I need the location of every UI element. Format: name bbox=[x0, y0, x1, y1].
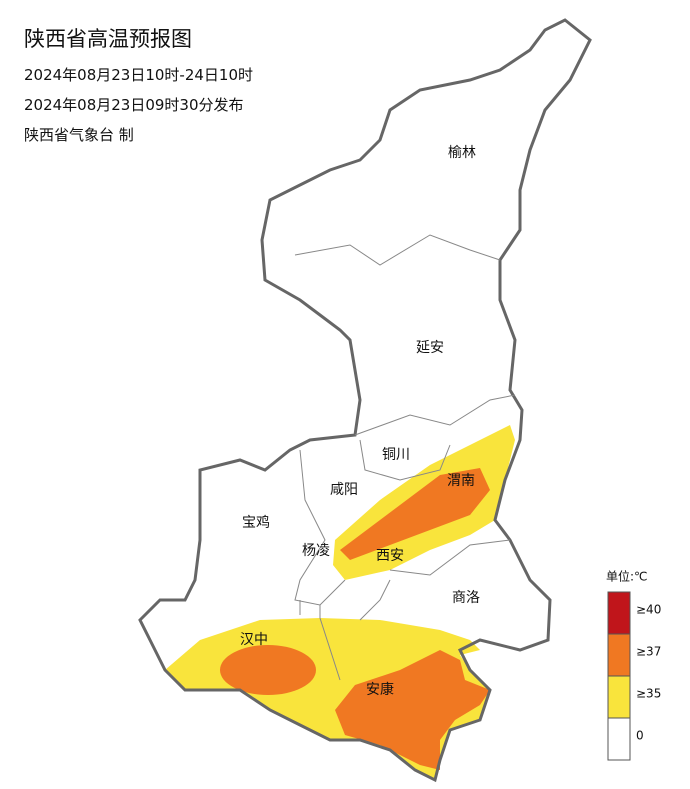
city-label: 商洛 bbox=[452, 590, 480, 606]
city-borders bbox=[294, 234, 516, 681]
legend-label: ≥40 bbox=[636, 603, 661, 617]
legend-label: ≥37 bbox=[636, 645, 661, 659]
legend-unit: 单位:℃ bbox=[606, 569, 648, 584]
city-label: 咸阳 bbox=[330, 482, 358, 498]
legend-label: ≥35 bbox=[636, 687, 661, 701]
city-label: 安康 bbox=[366, 681, 394, 698]
heat-37-ankang bbox=[335, 650, 490, 770]
legend-swatch bbox=[607, 591, 631, 635]
city-label: 铜川 bbox=[382, 447, 410, 463]
issuer: 陕西省气象台 制 bbox=[24, 126, 134, 144]
legend: 单位:℃ ≥40 ≥37 ≥35 0 bbox=[606, 569, 661, 761]
city-label: 汉中 bbox=[240, 632, 268, 648]
city-label: 延安 bbox=[416, 340, 444, 356]
legend-swatch bbox=[607, 675, 631, 719]
legend-swatch bbox=[607, 717, 631, 761]
city-label: 西安 bbox=[376, 548, 404, 564]
legend-swatch bbox=[607, 633, 631, 677]
city-label: 渭南 bbox=[447, 473, 475, 489]
city-label: 榆林 bbox=[448, 145, 476, 161]
map-regions bbox=[138, 18, 592, 783]
city-label: 宝鸡 bbox=[242, 514, 270, 531]
valid-time: 2024年08月23日10时-24日10时 bbox=[24, 66, 253, 84]
title: 陕西省高温预报图 bbox=[24, 27, 192, 51]
legend-label: 0 bbox=[636, 729, 644, 743]
city-labels: 榆林 延安 铜川 咸阳 渭南 宝鸡 杨凌 西安 商洛 汉中 安康 bbox=[240, 145, 480, 698]
issue-time: 2024年08月23日09时30分发布 bbox=[24, 96, 244, 114]
heat-37-central bbox=[340, 468, 490, 560]
province-fill bbox=[140, 20, 590, 780]
heat-37-hanzhong bbox=[220, 645, 316, 695]
city-label: 杨凌 bbox=[302, 543, 330, 559]
province-outline bbox=[138, 18, 592, 783]
